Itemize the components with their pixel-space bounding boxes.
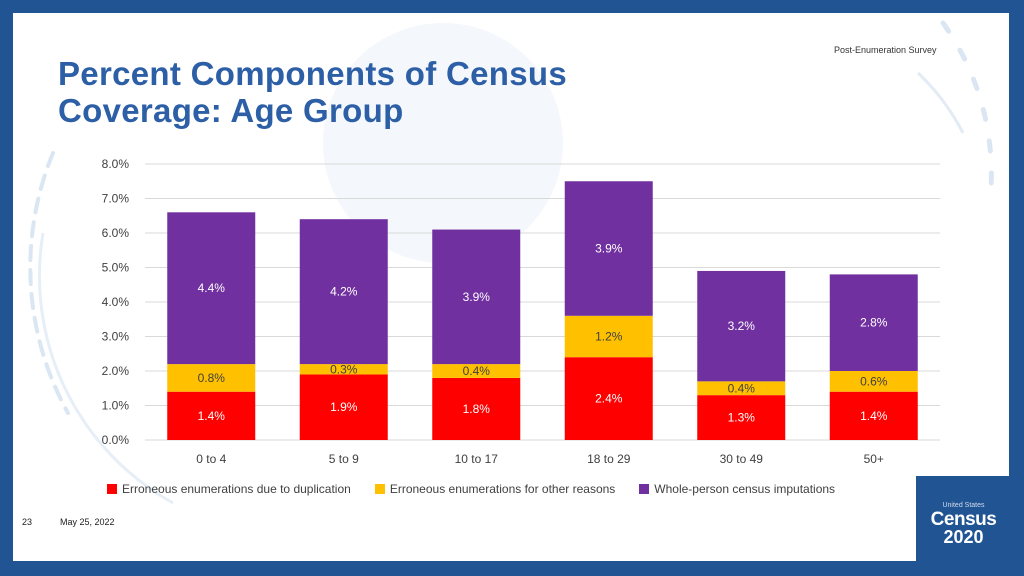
data-label: 0.4% — [728, 381, 756, 395]
data-label: 1.2% — [595, 330, 623, 344]
bar-segment-imputations — [299, 219, 388, 365]
census-2020-logo: United States Census 2020 — [916, 476, 1011, 563]
x-tick-label: 18 to 29 — [587, 452, 631, 466]
legend-swatch-other-reasons — [374, 484, 385, 494]
chart-legend: Erroneous enumerations due to duplicatio… — [107, 482, 859, 496]
bar-segment-other-reasons — [564, 315, 653, 358]
legend-label-other-reasons: Erroneous enumerations for other reasons — [389, 482, 616, 496]
bar-segment-other-reasons — [432, 364, 521, 378]
bar-segment-duplication — [564, 357, 653, 440]
y-tick-label: 8.0% — [102, 157, 130, 171]
slide-number: 23 — [22, 517, 33, 527]
data-label: 3.9% — [595, 242, 623, 256]
y-tick-label: 6.0% — [102, 226, 130, 240]
logo-text-census: Census — [930, 509, 997, 530]
y-tick-label: 7.0% — [102, 192, 130, 206]
data-label: 1.3% — [728, 411, 756, 425]
data-label: 0.6% — [860, 374, 888, 388]
y-tick-label: 0.0% — [102, 433, 130, 447]
legend-item-duplication: Erroneous enumerations due to duplicatio… — [107, 482, 351, 496]
bar-segment-imputations — [697, 270, 786, 382]
slide-date: May 25, 2022 — [60, 517, 115, 527]
bar-segment-other-reasons — [167, 364, 256, 392]
title-line-1: Percent Components of Census — [58, 55, 567, 92]
data-label: 1.4% — [860, 409, 888, 423]
bar-segment-duplication — [829, 391, 918, 440]
data-label: 3.9% — [463, 290, 491, 304]
data-label: 0.3% — [330, 362, 358, 376]
x-tick-label: 5 to 9 — [329, 452, 359, 466]
logo-text-year: 2020 — [943, 527, 984, 547]
y-tick-label: 4.0% — [102, 295, 130, 309]
legend-swatch-duplication — [107, 484, 117, 494]
bar-segment-other-reasons — [697, 381, 786, 396]
data-label: 4.2% — [330, 285, 358, 299]
legend-item-imputations: Whole-person census imputations — [639, 482, 835, 496]
y-tick-label: 2.0% — [102, 364, 130, 378]
data-label: 2.4% — [595, 392, 623, 406]
y-tick-label: 1.0% — [102, 399, 130, 413]
bar-segment-imputations — [829, 274, 918, 371]
legend-label-duplication: Erroneous enumerations due to duplicatio… — [122, 482, 351, 496]
legend-item-other-reasons: Erroneous enumerations for other reasons — [374, 482, 616, 496]
bar-segment-imputations — [167, 212, 256, 365]
bar-segment-other-reasons — [829, 371, 918, 392]
decorative-arcs — [28, 20, 994, 505]
bar-segment-duplication — [697, 395, 786, 440]
data-label: 0.8% — [198, 371, 226, 385]
x-tick-label: 0 to 4 — [196, 452, 226, 466]
y-tick-label: 3.0% — [102, 330, 130, 344]
data-label: 1.8% — [463, 402, 491, 416]
page-title: Percent Components of Census Coverage: A… — [58, 55, 678, 129]
survey-label: Post-Enumeration Survey — [834, 45, 937, 55]
x-tick-label: 10 to 17 — [455, 452, 499, 466]
bar-segment-imputations — [564, 181, 653, 316]
x-tick-label: 30 to 49 — [720, 452, 764, 466]
data-label: 1.9% — [330, 400, 358, 414]
data-label: 2.8% — [860, 316, 888, 330]
data-label: 1.4% — [198, 409, 226, 423]
bar-segment-imputations — [432, 229, 521, 365]
legend-swatch-imputations — [639, 484, 650, 494]
data-label: 4.4% — [198, 281, 226, 295]
x-tick-label: 50+ — [864, 452, 884, 466]
legend-label-imputations: Whole-person census imputations — [654, 482, 836, 496]
bar-segment-duplication — [167, 391, 256, 440]
y-tick-label: 5.0% — [102, 261, 130, 275]
logo-text-united-states: United States — [942, 502, 985, 509]
title-line-2: Coverage: Age Group — [58, 92, 404, 129]
bar-segment-other-reasons — [299, 364, 388, 375]
bar-segment-duplication — [432, 377, 521, 440]
bar-segment-duplication — [299, 374, 388, 440]
data-label: 0.4% — [463, 364, 491, 378]
data-label: 3.2% — [728, 319, 756, 333]
